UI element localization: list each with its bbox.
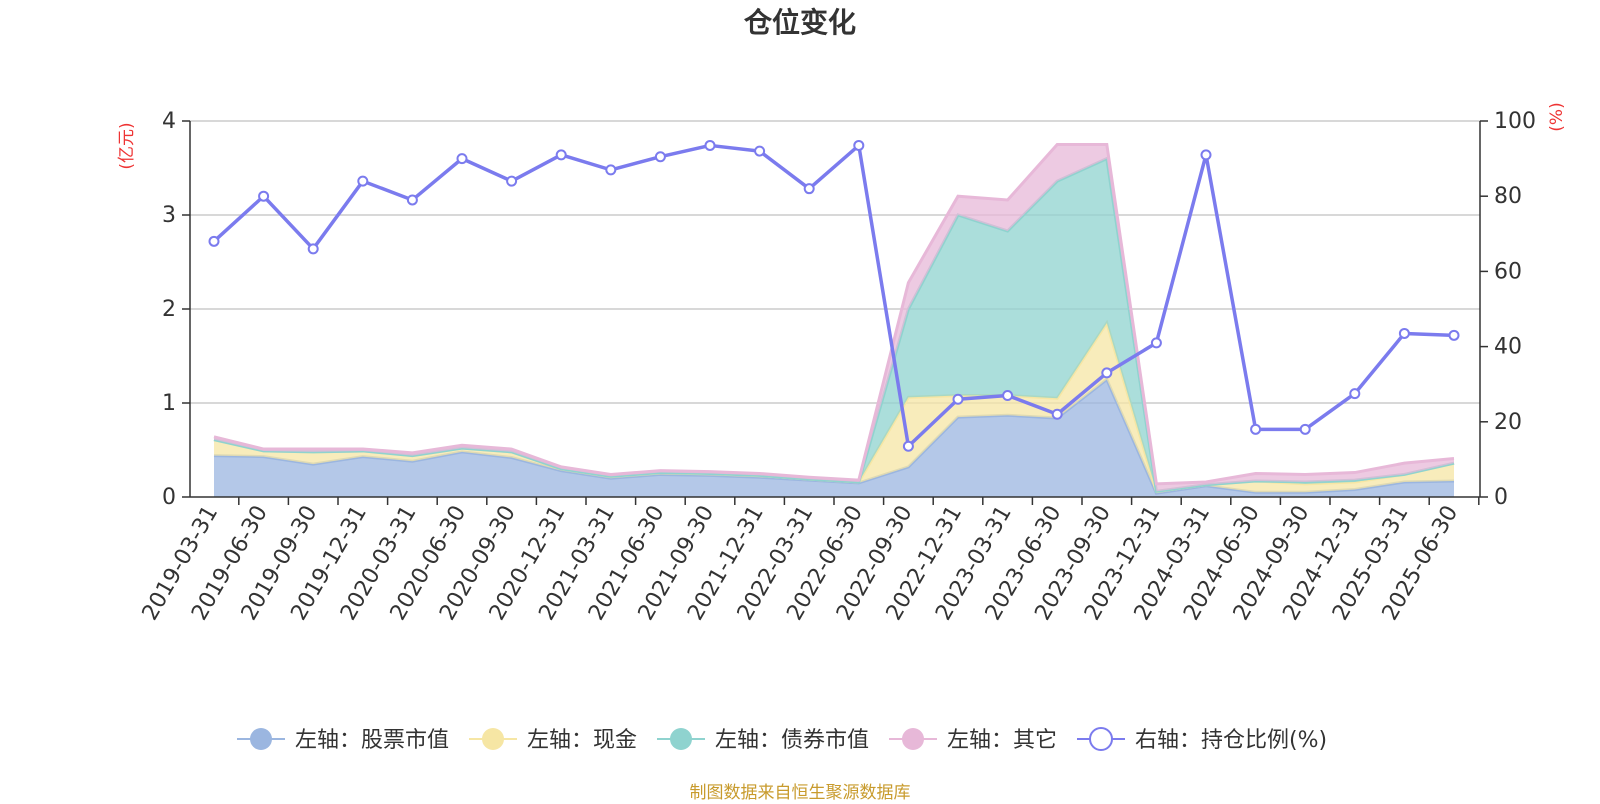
legend-marker [482, 728, 504, 750]
left-axis-tick-label: 1 [162, 391, 176, 416]
ratio-point[interactable] [1299, 423, 1311, 435]
legend-item[interactable]: 左轴：股票市值 [237, 728, 449, 753]
stacked-area-series [213, 143, 1455, 497]
ratio-point[interactable] [357, 175, 369, 187]
right-axis-tick-label: 40 [1494, 335, 1522, 360]
ratio-point[interactable] [1150, 337, 1162, 349]
ratio-point[interactable] [853, 139, 865, 151]
ratio-point[interactable] [1051, 408, 1063, 420]
ratio-point[interactable] [208, 235, 220, 247]
ratio-point[interactable] [704, 139, 716, 151]
left-axis-tick-label: 4 [162, 109, 176, 134]
area-3-edge [213, 156, 1455, 494]
left-axis-tick-label: 3 [162, 203, 176, 228]
ratio-point[interactable] [952, 393, 964, 405]
right-axis-tick-label: 0 [1494, 485, 1508, 510]
right-axis-unit-label: (%) [1547, 102, 1567, 131]
ratio-point[interactable] [258, 190, 270, 202]
area-4-edge [213, 143, 1455, 486]
ratio-point[interactable] [1448, 329, 1460, 341]
left-axis-tick-label: 0 [162, 485, 176, 510]
legend-label: 左轴：其它 [947, 728, 1057, 753]
legend-item[interactable]: 右轴：持仓比例(%) [1077, 727, 1327, 753]
ratio-point[interactable] [406, 194, 418, 206]
ratio-point[interactable] [1200, 149, 1212, 161]
ratio-point[interactable] [1349, 388, 1361, 400]
ratio-point[interactable] [1398, 327, 1410, 339]
ratio-point[interactable] [555, 149, 567, 161]
ratio-point[interactable] [754, 145, 766, 157]
right-axis-tick-label: 60 [1494, 259, 1522, 284]
legend-item[interactable]: 左轴：其它 [889, 728, 1057, 753]
ratio-point[interactable] [1250, 423, 1262, 435]
ratio-line [212, 143, 1455, 448]
legend-marker [902, 728, 924, 750]
chart-title: 仓位变化 [744, 6, 856, 39]
legend-label: 左轴：现金 [527, 728, 637, 753]
ratio-point[interactable] [803, 183, 815, 195]
legend-marker [670, 728, 692, 750]
ratio-line-series [208, 139, 1460, 452]
right-axis-tick-label: 80 [1494, 184, 1522, 209]
data-source-note: 制图数据来自恒生聚源数据库 [689, 783, 911, 803]
axes: 012340204060801002019-03-312019-06-30201… [138, 109, 1536, 625]
legend-marker [1089, 727, 1113, 751]
legend-marker [250, 728, 272, 750]
legend-label: 左轴：债券市值 [715, 728, 869, 753]
area-3-fill [214, 158, 1454, 492]
right-axis-tick-label: 100 [1494, 109, 1536, 134]
ratio-point[interactable] [654, 151, 666, 163]
legend-label: 左轴：股票市值 [295, 728, 449, 753]
ratio-point[interactable] [902, 440, 914, 452]
ratio-point[interactable] [307, 243, 319, 255]
ratio-point[interactable] [1101, 367, 1113, 379]
legend-item[interactable]: 左轴：现金 [469, 728, 637, 753]
left-axis-tick-label: 2 [162, 297, 176, 322]
left-axis-unit-label: (亿元) [117, 122, 137, 169]
grid-lines [190, 120, 1480, 404]
ratio-point[interactable] [506, 175, 518, 187]
right-axis-tick-label: 20 [1494, 410, 1522, 435]
legend-item[interactable]: 左轴：债券市值 [657, 728, 869, 753]
legend: 左轴：股票市值 左轴：现金 左轴：债券市值 左轴：其它 右轴：持仓比例(%) [237, 727, 1327, 753]
ratio-point[interactable] [1002, 389, 1014, 401]
legend-label: 右轴：持仓比例(%) [1135, 728, 1327, 753]
ratio-point[interactable] [605, 164, 617, 176]
ratio-point[interactable] [456, 153, 468, 165]
